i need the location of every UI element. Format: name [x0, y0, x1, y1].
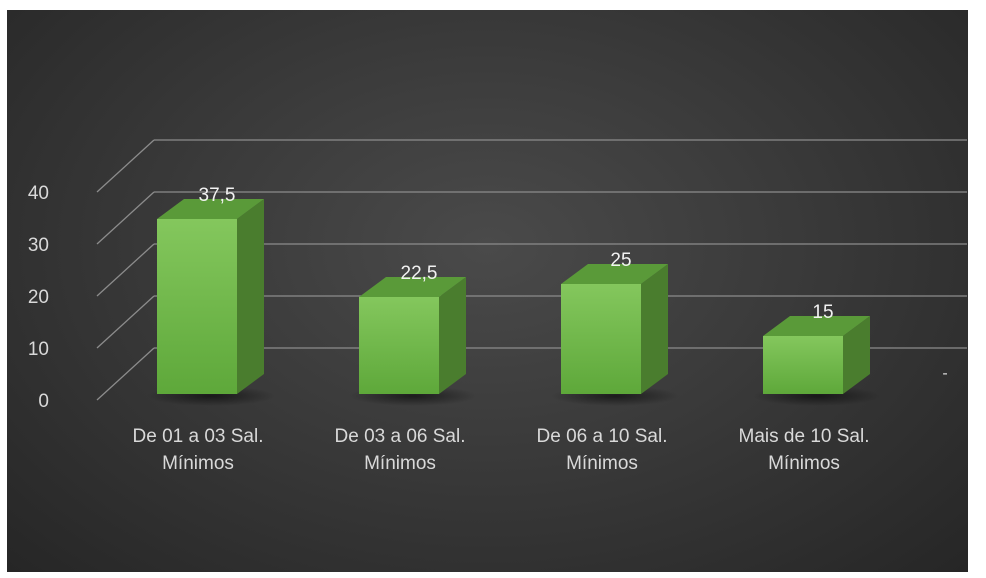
y-tick-label: 10	[28, 339, 49, 360]
data-label: 37,5	[199, 185, 236, 206]
bar-side	[641, 264, 668, 394]
chart-area: 0 10 20 30 40 - 37,5 De 01 a 03 Sal. Mínimos 22,5…	[7, 10, 968, 572]
bar-chart: 0 10 20 30 40 - 37,5 De 01 a 03 Sal. Mínimos 22,5…	[28, 139, 967, 474]
category-label: Mínimos	[566, 453, 638, 474]
gridline-depth	[96, 347, 155, 401]
y-tick-label: 20	[28, 287, 49, 308]
bar-top	[157, 199, 264, 219]
bar-front	[359, 297, 439, 394]
category-label: Mínimos	[768, 453, 840, 474]
bar-side	[237, 199, 264, 394]
bar-front	[561, 284, 641, 394]
depth-axis-label: -	[942, 365, 947, 382]
bar-top	[561, 264, 668, 284]
bar-top	[359, 277, 466, 297]
bar-side	[439, 277, 466, 394]
category-label: Mais de 10 Sal.	[739, 426, 870, 447]
data-label: 25	[610, 250, 631, 271]
bar-front	[763, 336, 843, 394]
gridline-depth	[96, 139, 155, 193]
category-label: Mínimos	[364, 453, 436, 474]
gridline-depth	[96, 243, 155, 297]
gridline-depth	[96, 191, 155, 245]
y-tick-label: 30	[28, 235, 49, 256]
bar	[551, 264, 679, 406]
bar	[147, 199, 275, 406]
bar-front	[157, 219, 237, 394]
gridline-depth	[96, 295, 155, 349]
category-label: De 03 a 06 Sal.	[335, 426, 466, 447]
category-label: De 01 a 03 Sal.	[133, 426, 264, 447]
category-label: De 06 a 10 Sal.	[537, 426, 668, 447]
bar-side	[843, 316, 870, 394]
data-label: 15	[812, 302, 833, 323]
category-label: Mínimos	[162, 453, 234, 474]
bar	[753, 316, 881, 406]
y-tick-label: 0	[38, 391, 49, 412]
bar	[349, 277, 477, 406]
bar-top	[763, 316, 870, 336]
y-tick-label: 40	[28, 183, 49, 204]
data-label: 22,5	[401, 263, 438, 284]
